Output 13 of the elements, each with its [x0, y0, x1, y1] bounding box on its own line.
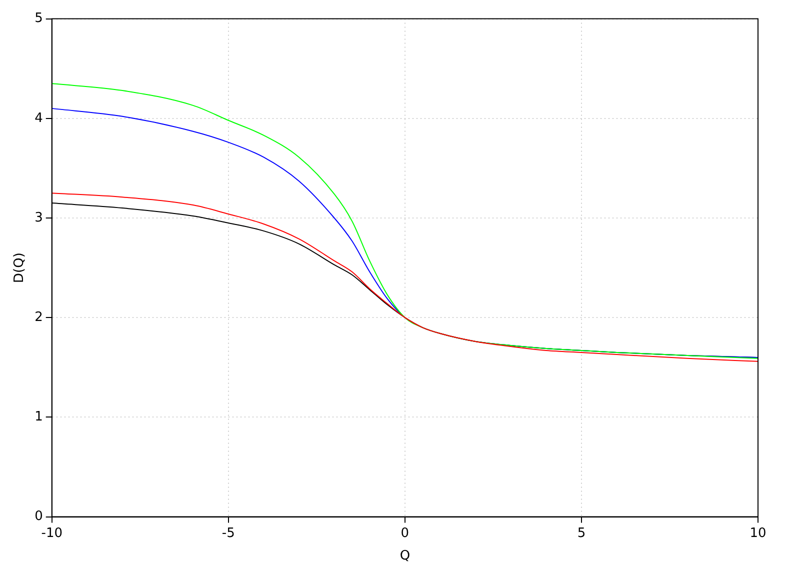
x-tick-label: 10	[750, 526, 766, 541]
y-tick-label: 3	[34, 210, 43, 226]
x-tick-label: 5	[577, 526, 586, 541]
y-tick-label: 0	[34, 509, 43, 524]
y-tick-label: 5	[34, 11, 43, 26]
y-tick-label: 2	[34, 310, 43, 325]
x-axis-title: Q	[400, 548, 410, 564]
x-tick-label: 0	[400, 526, 410, 541]
y-axis-title: D(Q)	[12, 252, 28, 283]
y-tick-label: 1	[34, 410, 43, 425]
x-tick-label: -10	[41, 526, 62, 541]
x-tick-label: -5	[222, 526, 235, 541]
y-tick-label: 4	[34, 110, 43, 126]
